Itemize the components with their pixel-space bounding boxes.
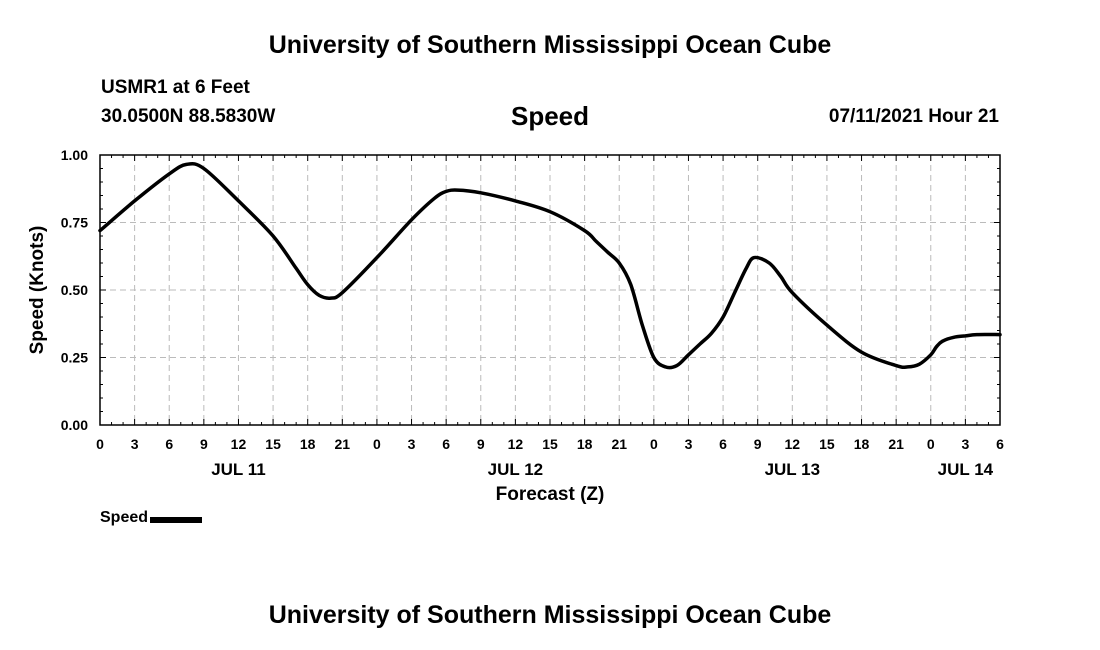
x-tick-label: 21 xyxy=(335,436,351,452)
x-tick-label: 0 xyxy=(373,436,381,452)
y-tick-label: 0.00 xyxy=(61,417,88,433)
x-tick-label: 9 xyxy=(754,436,762,452)
x-tick-label: 21 xyxy=(611,436,627,452)
y-tick-label: 1.00 xyxy=(61,147,88,163)
legend: Speed xyxy=(100,509,203,527)
footer-title: University of Southern Mississippi Ocean… xyxy=(268,601,832,629)
x-tick-label: 15 xyxy=(265,436,281,452)
x-tick-label: 12 xyxy=(785,436,801,452)
chart-title: Speed xyxy=(510,101,590,131)
y-tick-label: 0.75 xyxy=(61,215,88,231)
legend-swatch xyxy=(150,516,203,523)
coordinates-label: 30.0500N 88.5830W xyxy=(101,106,276,127)
axis-ticks xyxy=(99,154,1001,426)
y-axis-title: Speed (Knots) xyxy=(27,226,48,355)
speed-series-line xyxy=(98,161,1002,370)
x-tick-label: 12 xyxy=(508,436,524,452)
axis-labels: 0 3 6 9 12 15 18 21 0 3 6 9 12 15 18 21 0 3 6 9 12 15 18 21 0 3 6 0… xyxy=(61,147,1004,479)
date-label: JUL 14 xyxy=(938,460,994,479)
x-tick-label: 6 xyxy=(165,436,173,452)
x-tick-label: 21 xyxy=(888,436,904,452)
x-tick-label: 18 xyxy=(300,436,316,452)
x-axis-title: Forecast (Z) xyxy=(496,484,605,505)
x-tick-label: 9 xyxy=(200,436,208,452)
y-tick-label: 0.25 xyxy=(61,350,88,366)
forecast-datetime: 07/11/2021 Hour 21 xyxy=(828,106,999,127)
x-tick-label: 18 xyxy=(854,436,870,452)
x-tick-label: 6 xyxy=(442,436,450,452)
x-tick-label: 3 xyxy=(685,436,693,452)
date-label: JUL 11 xyxy=(211,460,266,479)
y-tick-label: 0.50 xyxy=(61,282,88,298)
x-tick-label: 6 xyxy=(996,436,1004,452)
x-tick-label: 3 xyxy=(961,436,969,452)
x-tick-label: 9 xyxy=(477,436,485,452)
date-label: JUL 12 xyxy=(488,460,543,479)
date-label: JUL 13 xyxy=(765,460,820,479)
x-tick-label: 3 xyxy=(408,436,416,452)
x-tick-label: 15 xyxy=(819,436,835,452)
x-tick-label: 12 xyxy=(231,436,247,452)
x-tick-label: 15 xyxy=(542,436,558,452)
x-tick-label: 0 xyxy=(650,436,658,452)
main-title: University of Southern Mississippi Ocean… xyxy=(268,31,832,59)
legend-label: Speed xyxy=(100,509,149,526)
x-tick-label: 3 xyxy=(131,436,139,452)
x-tick-label: 18 xyxy=(577,436,593,452)
x-tick-label: 0 xyxy=(96,436,104,452)
station-label: USMR1 at 6 Feet xyxy=(101,77,250,98)
x-tick-label: 0 xyxy=(927,436,935,452)
x-tick-label: 6 xyxy=(719,436,727,452)
